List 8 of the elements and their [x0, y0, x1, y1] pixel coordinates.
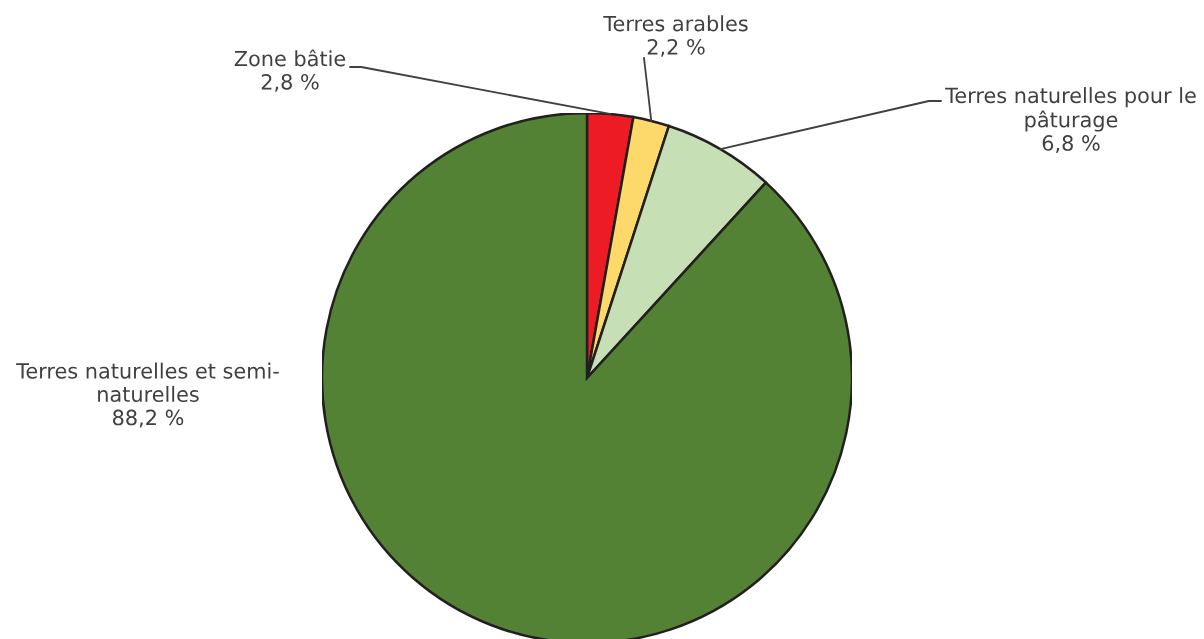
data-label: 88,2 %: [113, 409, 184, 428]
data-label: 2,8 %: [261, 73, 319, 92]
data-label: 6,8 %: [1042, 135, 1100, 153]
slice-label: Zone bâtie: [234, 49, 346, 67]
slice-label: Terres naturelles pour le pâturage: [945, 87, 1196, 132]
slice-label: Terres naturelles et semi-naturelles: [16, 362, 279, 403]
slice-label: Terres arables: [603, 15, 748, 32]
data-label: 2,2 %: [647, 38, 705, 57]
